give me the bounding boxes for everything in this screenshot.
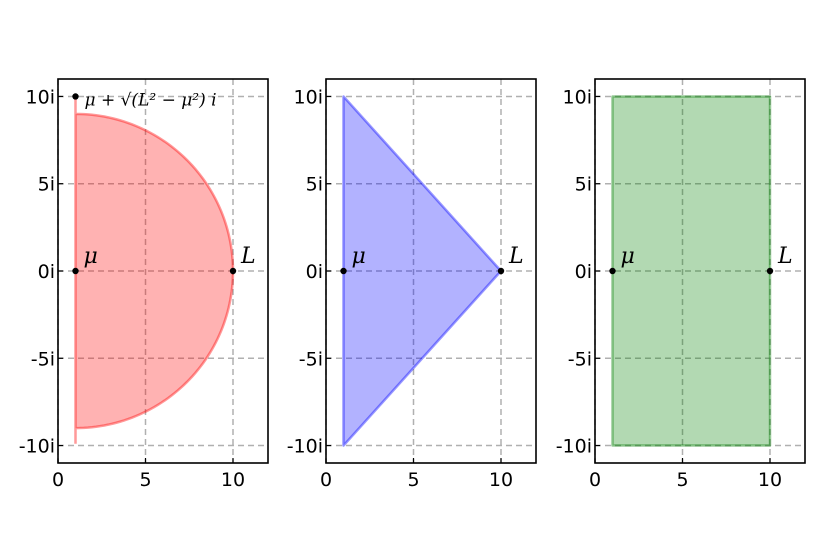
x-tick-label-2: 10	[221, 469, 245, 491]
point-marker-0	[340, 267, 347, 275]
panel-2: μ L 0 5 10 -10i -5i 0i 5i 10i	[287, 78, 537, 491]
region-triangle	[342, 95, 503, 447]
y-tick-label-3: 5i	[38, 174, 55, 196]
y-tick-label-3: 5i	[306, 174, 323, 196]
point-label-1: L	[508, 244, 524, 269]
y-tick-label-2: 0i	[38, 261, 55, 283]
y-tick-label-4: 10i	[563, 86, 592, 108]
y-tick-label-3: 5i	[575, 174, 592, 196]
y-tick-label-4: 10i	[26, 86, 55, 108]
y-tick-label-4: 10i	[294, 86, 323, 108]
y-tick-label-2: 0i	[306, 261, 323, 283]
point-label-2: μ + √(L² − μ²) i	[85, 90, 217, 110]
x-tick-label-0: 0	[589, 469, 601, 491]
x-tick-label-0: 0	[320, 469, 332, 491]
panel-1: μ Lμ + √(L² − μ²) i 0 5 10 -10i -5i 0i 5i 10i	[19, 78, 269, 491]
x-tick-label-2: 10	[489, 469, 513, 491]
point-marker-2	[72, 93, 79, 100]
y-tick-label-0: -10i	[556, 436, 592, 458]
y-tick-label-0: -10i	[19, 436, 55, 458]
y-tick-label-1: -5i	[299, 348, 323, 370]
x-tick-label-0: 0	[52, 469, 64, 491]
point-marker-1	[766, 267, 774, 275]
point-label-0: μ	[84, 244, 98, 269]
panel-3: μ L 0 5 10 -10i -5i 0i 5i 10i	[556, 78, 806, 491]
y-tick-label-1: -5i	[568, 348, 592, 370]
point-marker-1	[229, 267, 237, 275]
point-marker-1	[497, 267, 505, 275]
point-label-0: μ	[352, 244, 366, 269]
x-tick-label-1: 5	[407, 469, 419, 491]
point-marker-0	[72, 267, 79, 275]
point-label-1: L	[240, 244, 256, 269]
region-half-disk	[74, 98, 235, 444]
y-tick-label-1: -5i	[31, 348, 55, 370]
point-label-0: μ	[621, 244, 635, 269]
x-tick-label-2: 10	[758, 469, 782, 491]
y-tick-label-0: -10i	[287, 436, 323, 458]
x-tick-label-1: 5	[676, 469, 688, 491]
x-tick-label-1: 5	[139, 469, 151, 491]
y-tick-label-2: 0i	[575, 261, 592, 283]
point-label-1: L	[777, 244, 793, 269]
point-marker-0	[609, 267, 616, 275]
region-rectangle	[611, 95, 772, 447]
